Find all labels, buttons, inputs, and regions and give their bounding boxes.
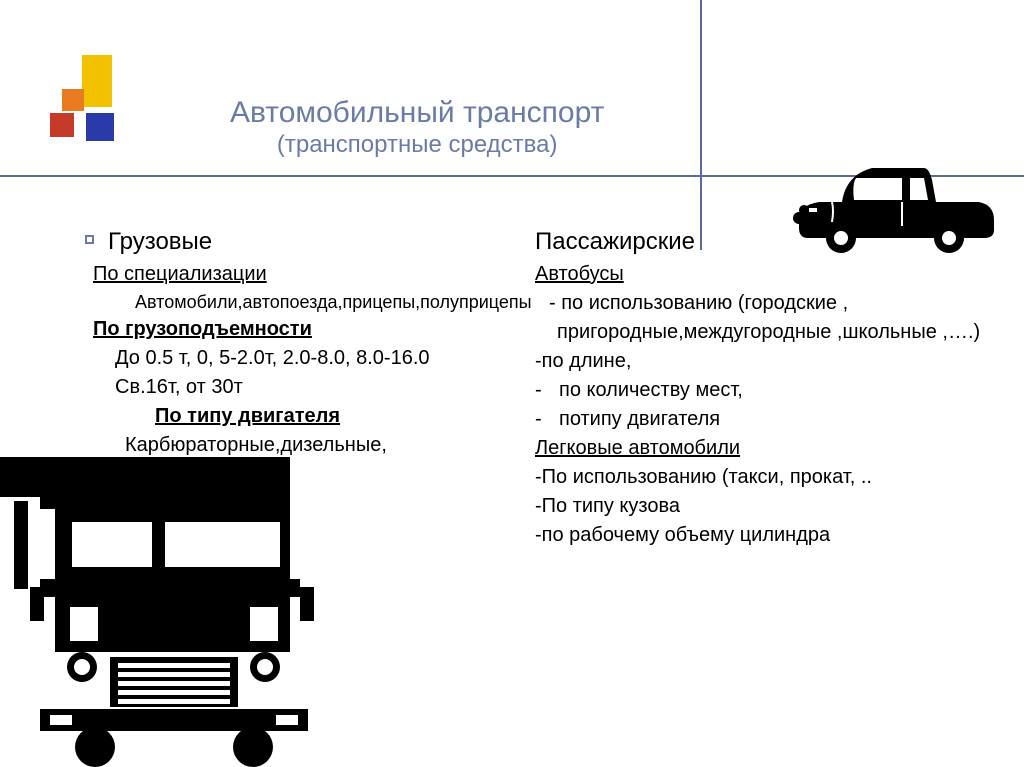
square-red (50, 113, 74, 137)
buses-seats-row: - по количеству мест, (535, 376, 1005, 405)
cars-use: -По использованию (такси, прокат, .. (535, 463, 1005, 492)
specialization-label: По специализации (85, 260, 505, 289)
title-rule-vertical (700, 0, 702, 250)
capacity-body-1: До 0.5 т, 0, 5-2.0т, 2.0-8.0, 8.0-16.0 (85, 344, 505, 373)
buses-label: Автобусы (535, 260, 1005, 289)
cars-cylinder: -по рабочему объему цилиндра (535, 521, 1005, 550)
buses-length: -по длине, (535, 347, 1005, 376)
square-blue (86, 113, 114, 141)
column-cargo: Грузовые По специализации Автомобили,авт… (85, 225, 505, 489)
truck-icon (0, 457, 345, 767)
engine-label: По типу двигателя (85, 402, 505, 431)
cars-body-type: -По типу кузова (535, 492, 1005, 521)
specialization-body: Автомобили,автопоезда,прицепы,полуприцеп… (85, 289, 505, 315)
car-icon (784, 150, 999, 260)
cargo-heading-row: Грузовые (85, 225, 505, 260)
capacity-label: По грузоподъемности (85, 315, 505, 344)
cars-label: Легковые автомобили (535, 434, 1005, 463)
column-passenger: Пассажирские Автобусы - по использованию… (535, 225, 1005, 550)
title-main: Автомобильный транспорт (230, 95, 604, 131)
title-sub: (транспортные средства) (230, 131, 604, 159)
dash-icon: - (535, 405, 559, 434)
cargo-heading: Грузовые (108, 225, 212, 260)
square-yellow (82, 55, 112, 107)
buses-engine: потипу двигателя (559, 405, 720, 434)
buses-engine-row: - потипу двигателя (535, 405, 1005, 434)
dash-icon: - (535, 376, 559, 405)
engine-body-1: Карбюраторные,дизельные, (85, 431, 505, 460)
slide-title: Автомобильный транспорт (транспортные ср… (230, 95, 604, 159)
bullet-icon (85, 235, 94, 244)
buses-use: - по использованию (городские , пригород… (535, 289, 1005, 347)
buses-seats: по количеству мест, (559, 376, 743, 405)
capacity-body-2: Св.16т, от 30т (85, 373, 505, 402)
square-orange (62, 89, 84, 111)
